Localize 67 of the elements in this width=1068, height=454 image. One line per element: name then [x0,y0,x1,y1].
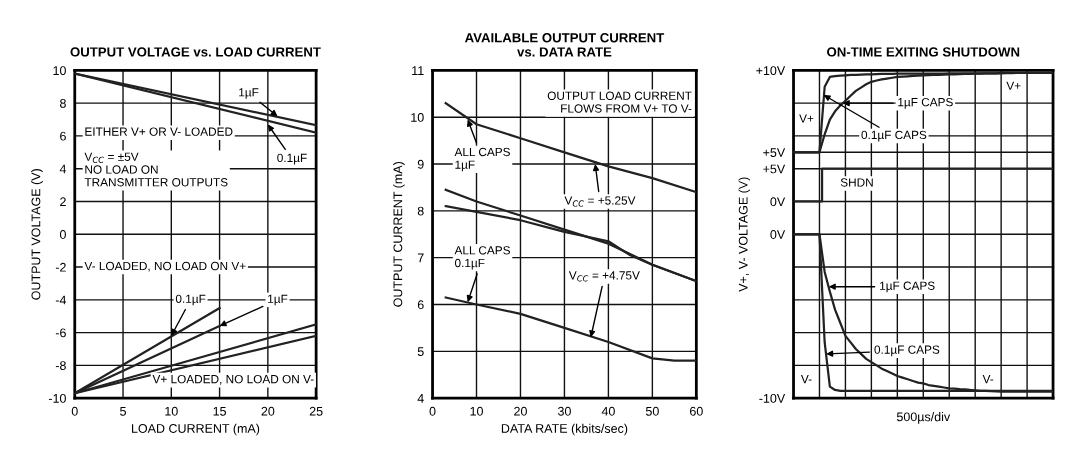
y-tick-label: 6 [60,131,66,141]
y-tick-label: 0 [59,230,66,239]
annotation: V- [982,375,994,384]
annotation: 0.1µF [277,153,307,165]
y-tick-label: 10 [411,113,424,122]
y-tick-label: 9 [417,159,424,169]
chart-title: OUTPUT VOLTAGE vs. LOAD CURRENT [70,47,321,57]
x-tick-label: 5 [120,406,126,416]
y-tick-label: +10V [756,66,786,76]
annotation: 1µF CAPS [898,97,953,109]
annotation: ALL CAPS 0.1µF [454,246,510,270]
annotation: V+ [799,114,814,123]
y-tick-label: -8 [55,361,66,371]
y-tick-label: 8 [60,98,66,108]
annotation: OUTPUT LOAD CURRENT FLOWS FROM V+ TO V- [547,91,692,113]
annotation: 0.1µF CAPS [874,345,940,357]
y-tick-label: 5 [417,347,424,356]
annotation: 1µF [268,294,288,306]
annotation: V$_{CC}$ = +4.75V [568,271,640,282]
annotation: V- [800,375,812,384]
y-axis-title: OUTPUT CURRENT (mA) [393,162,405,307]
y-tick-label: 8 [417,206,424,216]
y-tick-label: +5V [763,148,786,157]
annotation: 0.1µF [175,294,206,306]
y-axis-title: OUTPUT VOLTAGE (V) [31,169,43,300]
y-tick-label: -4 [55,295,67,305]
x-axis-title: 500µs/div [896,412,951,424]
x-tick-label: 0 [429,406,436,416]
chart-title: ON-TIME EXITING SHUTDOWN [827,47,1020,57]
annotation: 1µF [239,88,259,99]
y-tick-label: -10V [759,393,786,403]
chart-title: AVAILABLE OUTPUT CURRENT vs. DATA RATE [464,33,665,57]
y-tick-label: -6 [55,328,66,338]
y-tick-label: 4 [59,164,67,174]
x-tick-label: 20 [514,406,527,416]
x-tick-label: 20 [261,406,275,416]
annotation: EITHER V+ OR V- LOADED [85,127,233,136]
y-tick-label: -10 [48,393,66,403]
annotation: V$_{CC}$ = +5.25V [564,196,636,207]
annotation: 0.1µF CAPS [861,130,927,142]
y-tick-label: 2 [60,197,66,207]
x-tick-label: 10 [165,406,178,416]
annotation: ALL CAPS 1µF [454,147,510,172]
x-tick-label: 15 [213,406,227,416]
x-tick-label: 60 [690,406,703,416]
x-tick-label: 0 [71,406,78,416]
annotation: V- LOADED, NO LOAD ON V+ [84,261,246,272]
y-tick-label: -2 [55,262,66,272]
y-tick-label: 4 [417,394,424,403]
y-tick-label: 0V [770,230,786,239]
x-tick-label: 10 [470,406,483,416]
x-tick-label: 25 [309,406,323,416]
annotation: SHDN [840,178,873,187]
x-tick-label: 30 [557,406,571,416]
y-tick-label: 7 [417,253,424,263]
x-axis-title: LOAD CURRENT (mA) [131,423,260,436]
x-tick-label: 50 [645,406,659,416]
y-tick-label: 10 [53,66,66,76]
y-axis-title: V+, V- VOLTAGE (V) [738,177,751,292]
y-tick-label: 11 [412,66,424,75]
annotation: V+ [1006,81,1021,90]
annotation: V$_{CC}$ = ±5V NO LOAD ON TRANSMITTER OUTPUTS [84,152,228,187]
y-tick-label: 6 [417,300,424,310]
x-axis-title: DATA RATE (kbits/sec) [501,423,628,436]
x-tick-label: 40 [601,406,615,416]
annotation: 1µF CAPS [880,281,935,293]
annotation: V+ LOADED, NO LOAD ON V- [152,374,314,385]
